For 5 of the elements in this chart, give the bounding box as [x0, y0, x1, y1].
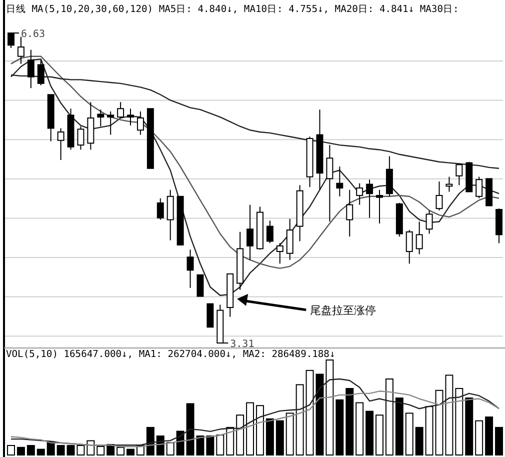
- title: 日线 MA(5,10,20,30,60,120) MA5日: 4.840↓, MA10日: 4.755↓, MA20日: 4.841↓ MA30日:: [6, 4, 459, 15]
- annotation: 3.31: [230, 339, 254, 350]
- title: VOL(5,10) 165647.000↓, MA1: 262704.000↓, MA2: 286489.188↓: [6, 349, 336, 360]
- annotation: 尾盘拉至涨停: [310, 304, 376, 317]
- annotation: 6.63: [21, 29, 46, 40]
